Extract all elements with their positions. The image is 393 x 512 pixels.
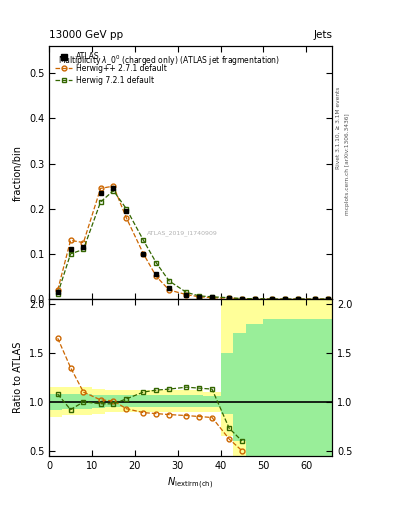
Text: Jets: Jets bbox=[313, 30, 332, 40]
Legend: ATLAS, Herwig++ 2.7.1 default, Herwig 7.2.1 default: ATLAS, Herwig++ 2.7.1 default, Herwig 7.… bbox=[53, 50, 169, 87]
X-axis label: $N_{\mathrm{lextirm(ch)}}$: $N_{\mathrm{lextirm(ch)}}$ bbox=[167, 476, 214, 492]
Text: mcplots.cern.ch [arXiv:1306.3436]: mcplots.cern.ch [arXiv:1306.3436] bbox=[345, 113, 350, 215]
Y-axis label: fraction/bin: fraction/bin bbox=[13, 144, 23, 201]
Y-axis label: Ratio to ATLAS: Ratio to ATLAS bbox=[13, 342, 23, 413]
Text: 13000 GeV pp: 13000 GeV pp bbox=[49, 30, 123, 40]
Text: ATLAS_2019_I1740909: ATLAS_2019_I1740909 bbox=[147, 230, 218, 236]
Text: Multiplicity $\lambda\_0^0$ (charged only) (ATLAS jet fragmentation): Multiplicity $\lambda\_0^0$ (charged onl… bbox=[58, 54, 280, 68]
Text: Rivet 3.1.10, ≥ 3.1M events: Rivet 3.1.10, ≥ 3.1M events bbox=[336, 87, 341, 169]
